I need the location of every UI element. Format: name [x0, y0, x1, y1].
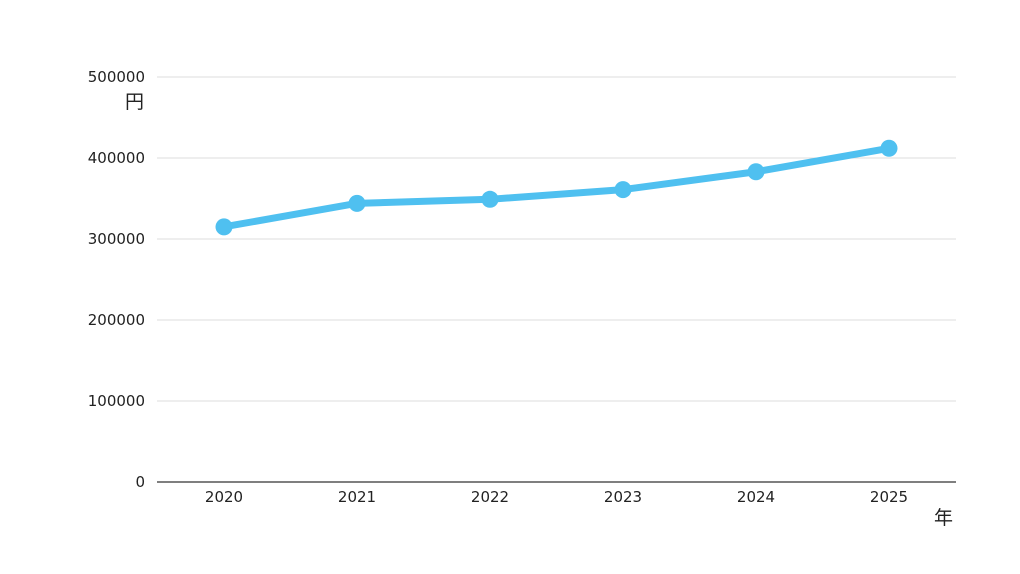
y-tick-label: 100000 — [88, 392, 145, 410]
y-tick-label: 400000 — [88, 149, 145, 167]
x-tick-label: 2021 — [338, 488, 376, 506]
data-point — [481, 190, 499, 208]
data-point — [747, 163, 765, 181]
x-tick-labels: 2020 2021 2022 2023 2024 2025 — [205, 488, 908, 506]
data-point — [614, 181, 632, 199]
y-axis-unit-label: 円 — [125, 91, 144, 113]
y-tick-labels: 0 100000 200000 300000 400000 500000 — [88, 68, 145, 491]
x-tick-label: 2023 — [604, 488, 642, 506]
y-tick-label: 300000 — [88, 230, 145, 248]
y-tick-label: 0 — [135, 473, 145, 491]
x-tick-label: 2025 — [870, 488, 908, 506]
data-point — [348, 194, 366, 212]
x-tick-label: 2022 — [471, 488, 509, 506]
x-tick-label: 2024 — [737, 488, 775, 506]
x-tick-label: 2020 — [205, 488, 243, 506]
series-line — [220, 144, 893, 231]
y-tick-label: 200000 — [88, 311, 145, 329]
gridlines — [157, 76, 956, 402]
data-point — [880, 139, 898, 157]
y-tick-label: 500000 — [88, 68, 145, 86]
series-layer — [215, 139, 898, 236]
x-axis-unit-label: 年 — [934, 507, 953, 529]
data-point — [215, 218, 233, 236]
